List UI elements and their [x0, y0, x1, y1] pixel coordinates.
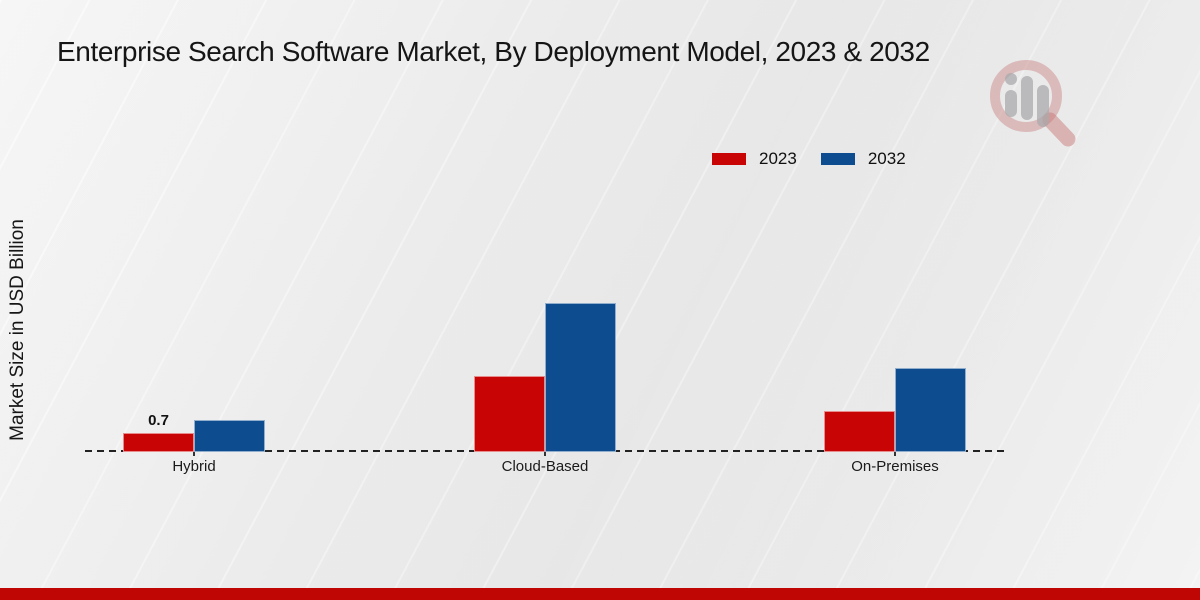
- bar-value-label: 0.7: [148, 412, 169, 429]
- bar-2032-on-premises: [895, 368, 966, 452]
- x-tick-hybrid: [193, 450, 195, 456]
- legend-item-2023: 2023: [712, 149, 797, 169]
- category-label-cloud-based: Cloud-Based: [501, 458, 589, 475]
- bar-2023-hybrid: [123, 433, 194, 452]
- magnifier-bar-chart-logo-icon: [990, 60, 1076, 147]
- chart-title: Enterprise Search Software Market, By De…: [57, 36, 930, 67]
- category-label-on-premises: On-Premises: [851, 458, 939, 475]
- bar-2023-cloud-based: [474, 376, 545, 452]
- legend-label-2023: 2023: [759, 149, 797, 168]
- legend-label-2032: 2032: [867, 149, 906, 168]
- category-label-hybrid: Hybrid: [172, 458, 216, 475]
- legend-swatch-2023: [712, 153, 746, 165]
- bar-2032-cloud-based: [545, 303, 616, 452]
- x-tick-on-premises: [894, 450, 896, 456]
- legend-item-2032: 2032: [820, 149, 906, 169]
- bar-2032-hybrid: [194, 420, 265, 452]
- x-tick-cloud-based: [544, 450, 546, 456]
- legend-swatch-2032: [820, 153, 855, 165]
- y-axis-label: Market Size in USD Billion: [7, 219, 28, 441]
- legend: 2023 2032: [712, 149, 906, 169]
- bottom-red-band: [0, 588, 1200, 600]
- bar-2023-on-premises: [824, 411, 895, 452]
